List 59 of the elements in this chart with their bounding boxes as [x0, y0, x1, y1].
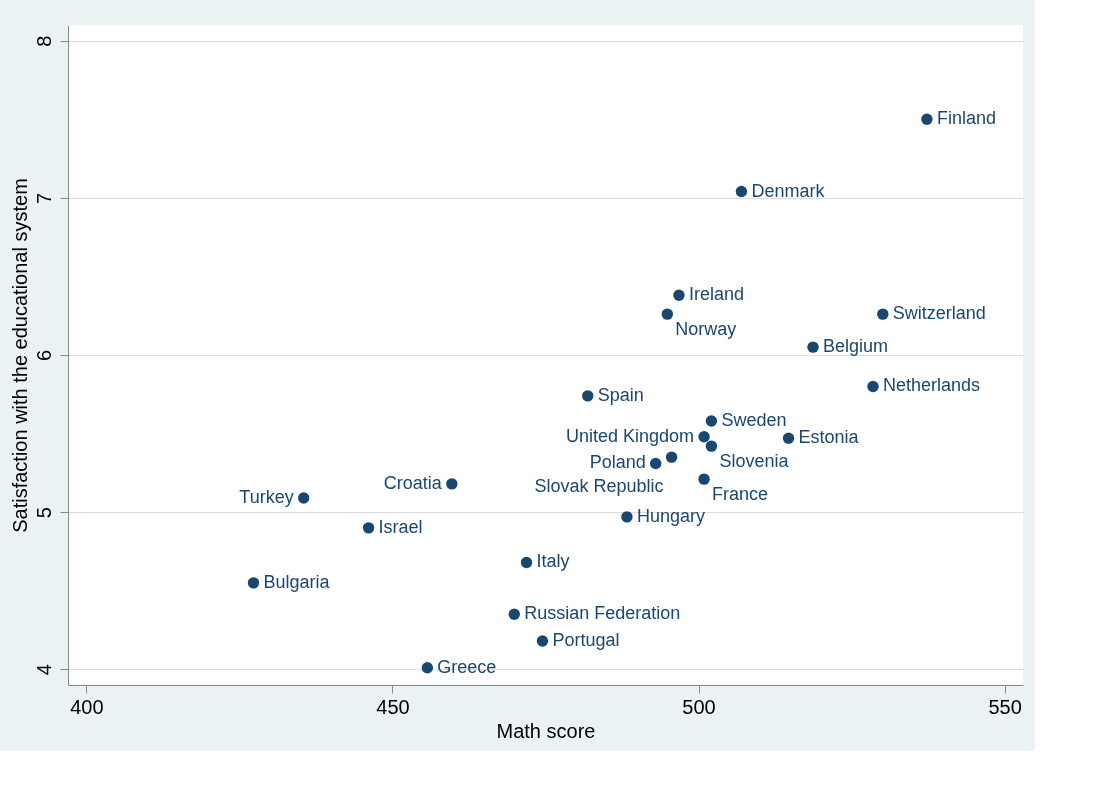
- point: [698, 431, 710, 443]
- point: [520, 556, 533, 569]
- annotation: Slovak Republic: [534, 476, 664, 497]
- point: [705, 415, 718, 427]
- y-tick-label: 6: [32, 349, 55, 362]
- y-axis-title: Satisfaction with the educational system: [8, 178, 31, 533]
- annotation: Ireland: [688, 284, 744, 305]
- annotation: Denmark: [751, 180, 826, 201]
- x-axis-title: Math score: [496, 719, 596, 742]
- annotation: Russian Federation: [524, 603, 681, 624]
- annotation: Italy: [536, 551, 570, 572]
- point: [621, 511, 633, 523]
- point: [673, 289, 685, 301]
- annotation: Spain: [597, 384, 644, 405]
- y-tick-label: 4: [32, 664, 55, 676]
- point: [698, 473, 710, 485]
- point: [705, 440, 718, 452]
- annotation: Portugal: [552, 630, 620, 650]
- annotation: Turkey: [239, 487, 294, 507]
- x-tick-label: 450: [376, 695, 410, 718]
- point: [362, 522, 375, 534]
- point: [867, 380, 879, 393]
- annotation: Norway: [675, 319, 737, 340]
- point: [649, 457, 662, 470]
- point: [582, 390, 594, 402]
- annotation: Switzerland: [892, 303, 986, 324]
- point: [921, 113, 933, 125]
- point: [508, 608, 520, 620]
- x-tick-label: 500: [682, 695, 716, 718]
- y-tick-label: 5: [32, 507, 55, 519]
- annotation: Croatia: [383, 472, 443, 493]
- annotation: Slovenia: [719, 451, 790, 472]
- annotation: Greece: [437, 656, 497, 677]
- x-tick-label: 400: [70, 695, 104, 718]
- y-tick-label: 7: [32, 192, 55, 204]
- annotation: United Kingdom: [565, 425, 695, 446]
- annotation: Poland: [589, 452, 646, 473]
- annotation: Finland: [936, 108, 996, 129]
- point: [735, 185, 748, 198]
- point: [665, 451, 678, 463]
- point: [782, 432, 795, 444]
- point: [661, 308, 674, 320]
- annotation: Netherlands: [883, 375, 981, 396]
- annotation: Belgium: [823, 336, 889, 357]
- point: [536, 635, 549, 647]
- point: [297, 492, 310, 504]
- annotation: Israel: [378, 516, 423, 537]
- y-tick-label: 8: [32, 35, 55, 47]
- annotation: Sweden: [721, 410, 787, 430]
- point: [247, 577, 260, 589]
- point: [877, 308, 889, 320]
- annotation: France: [712, 484, 769, 505]
- annotation: Hungary: [636, 505, 705, 526]
- x-tick-label: 550: [988, 695, 1022, 718]
- point: [807, 341, 819, 353]
- point: [421, 662, 434, 674]
- annotation: Estonia: [798, 427, 860, 448]
- annotation: Bulgaria: [263, 571, 331, 592]
- point: [446, 478, 458, 490]
